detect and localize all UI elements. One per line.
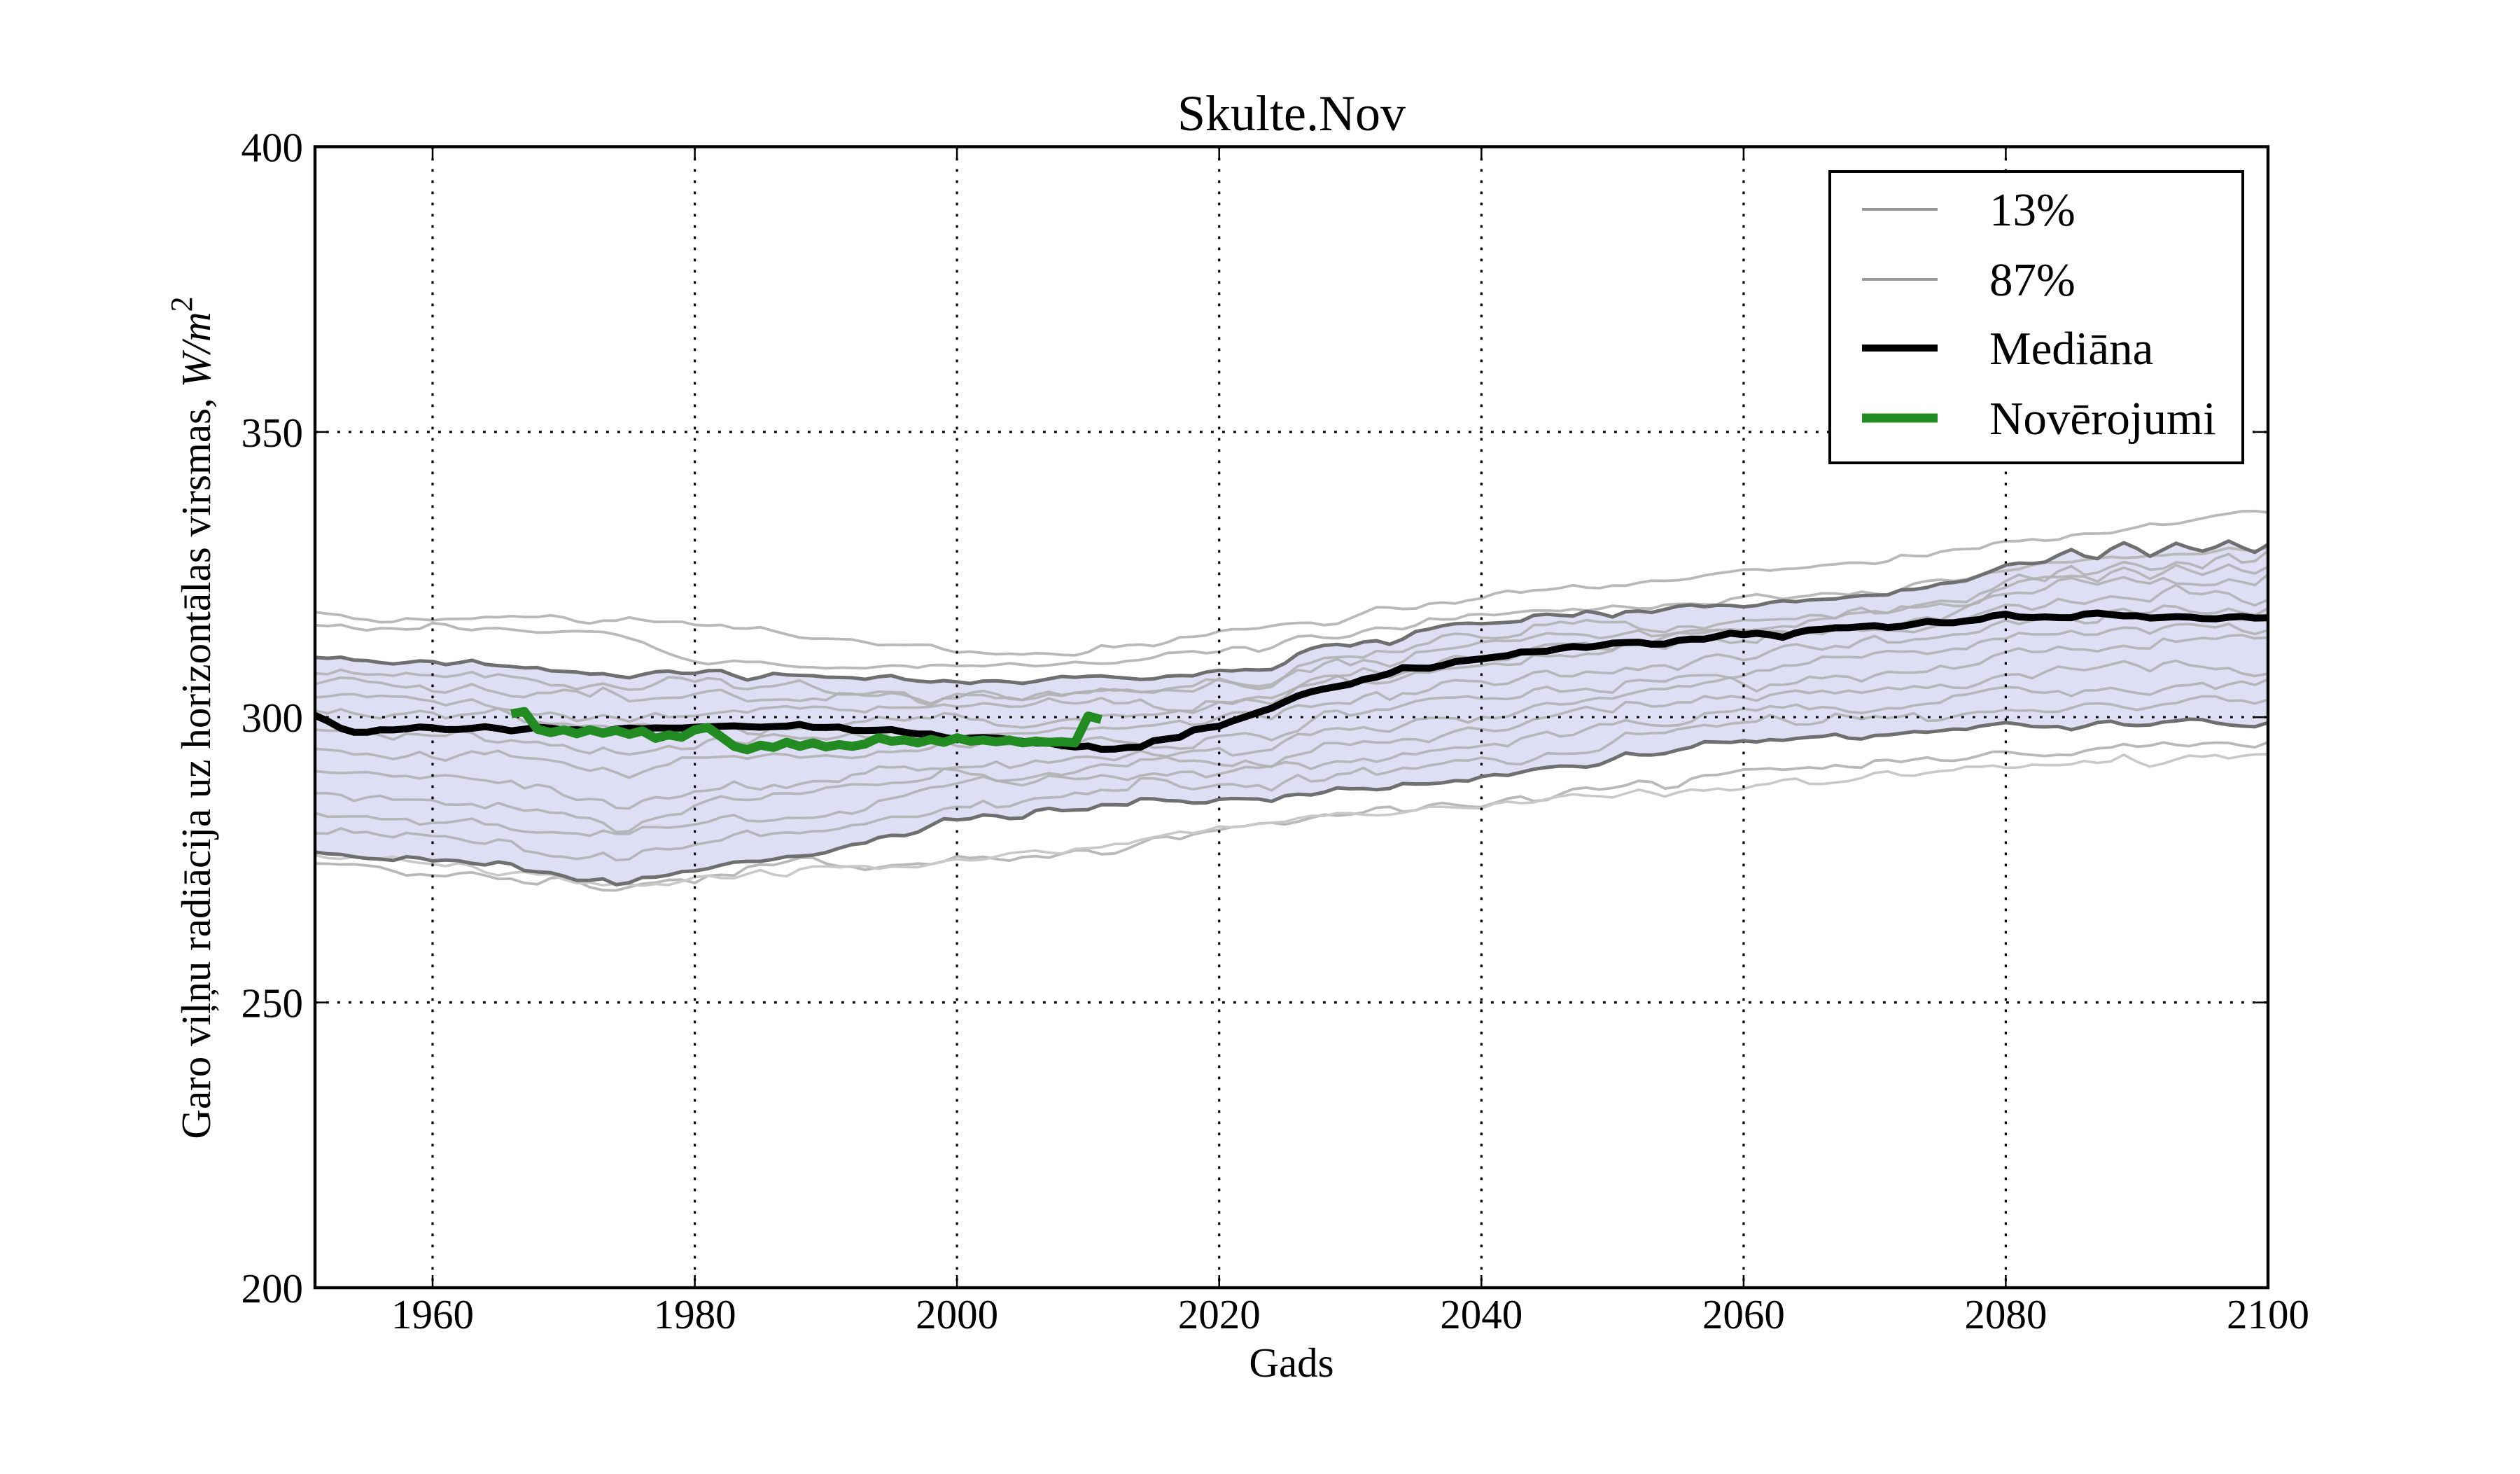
svg-text:300: 300	[241, 695, 304, 741]
svg-text:Gads: Gads	[1249, 1340, 1334, 1386]
svg-text:250: 250	[241, 980, 304, 1027]
svg-text:2040: 2040	[1440, 1291, 1522, 1337]
svg-text:200: 200	[241, 1265, 304, 1312]
svg-text:Mediāna: Mediāna	[1989, 323, 2153, 375]
svg-text:2100: 2100	[2227, 1291, 2309, 1337]
svg-text:13%: 13%	[1989, 184, 2076, 236]
svg-text:350: 350	[241, 410, 304, 456]
svg-text:2080: 2080	[1964, 1291, 2047, 1337]
svg-text:Skulte.Nov: Skulte.Nov	[1177, 85, 1406, 141]
svg-text:400: 400	[241, 125, 304, 171]
svg-text:1960: 1960	[391, 1291, 474, 1337]
svg-text:2020: 2020	[1178, 1291, 1261, 1337]
svg-text:2000: 2000	[916, 1291, 998, 1337]
svg-text:2060: 2060	[1702, 1291, 1785, 1337]
svg-text:1980: 1980	[654, 1291, 736, 1337]
svg-text:Garo viļņu radiācija uz horizo: Garo viļņu radiācija uz horizontālas vir…	[164, 296, 219, 1139]
svg-text:87%: 87%	[1989, 254, 2076, 306]
svg-text:Novērojumi: Novērojumi	[1989, 393, 2216, 445]
